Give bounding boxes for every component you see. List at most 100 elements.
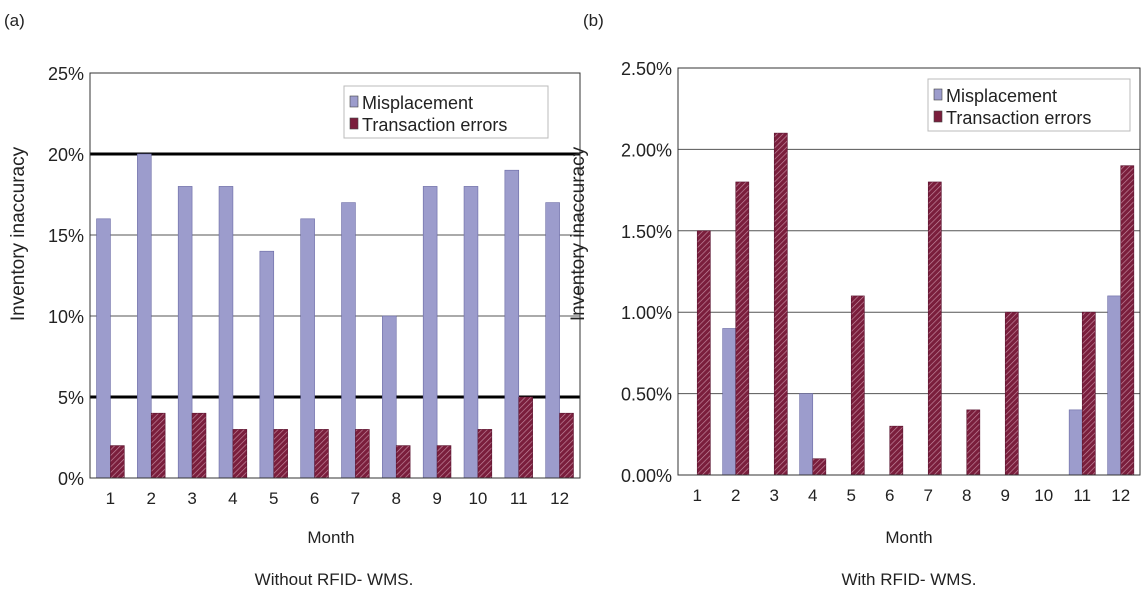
panel-label-b: (b) xyxy=(583,11,604,30)
x-tick-label: 5 xyxy=(847,486,856,505)
x-tick-label: 12 xyxy=(1111,486,1130,505)
x-tick-label: 8 xyxy=(392,489,401,508)
x-tick-label: 5 xyxy=(269,489,278,508)
bar-transaction-errors xyxy=(273,429,288,479)
x-axis-label-b: Month xyxy=(885,528,932,547)
chart-without-rfid: (a) Inventory inaccuracy 0%5%10%15%20%25… xyxy=(4,11,581,589)
bar-transaction-errors xyxy=(436,445,452,479)
bar-misplacement xyxy=(137,153,152,479)
bar-misplacement xyxy=(1107,295,1122,476)
x-tick-label: 7 xyxy=(924,486,933,505)
bar-transaction-errors xyxy=(966,409,981,476)
x-tick-label: 1 xyxy=(106,489,115,508)
y-tick-label: 0% xyxy=(58,469,84,489)
caption-a: Without RFID- WMS. xyxy=(255,570,414,589)
bar-transaction-errors xyxy=(518,396,533,479)
legend-label: Misplacement xyxy=(362,93,473,113)
panel-label-a: (a) xyxy=(4,11,25,30)
x-axis-label-a: Month xyxy=(307,528,354,547)
bar-transaction-errors xyxy=(1004,311,1019,476)
bar-transaction-errors xyxy=(395,445,411,479)
bar-transaction-errors xyxy=(314,429,329,479)
bar-transaction-errors xyxy=(696,230,711,476)
x-tick-label: 6 xyxy=(310,489,319,508)
legend-box xyxy=(927,78,1131,132)
bar-misplacement xyxy=(463,186,479,479)
legend-swatch-transaction-errors xyxy=(349,117,359,130)
x-tick-label: 3 xyxy=(187,489,196,508)
bar-transaction-errors xyxy=(850,295,865,476)
bar-transaction-errors xyxy=(927,181,942,476)
x-tick-label: 9 xyxy=(1001,486,1010,505)
y-tick-label: 0.00% xyxy=(621,466,672,486)
bar-transaction-errors xyxy=(191,412,207,479)
legend-swatch-misplacement xyxy=(933,88,943,101)
y-tick-label: 2.50% xyxy=(621,59,672,79)
x-tick-label: 9 xyxy=(432,489,441,508)
x-tick-label: 11 xyxy=(510,489,528,508)
bar-misplacement xyxy=(1068,409,1083,476)
legend-label: Transaction errors xyxy=(362,115,507,135)
x-tick-label: 2 xyxy=(731,486,740,505)
bar-misplacement xyxy=(722,328,737,476)
bar-transaction-errors xyxy=(773,132,788,476)
bar-misplacement xyxy=(177,186,193,479)
y-axis-label-a: Inventory inaccuracy xyxy=(8,146,29,321)
bars-a xyxy=(96,153,574,479)
bar-transaction-errors xyxy=(477,429,493,479)
bar-misplacement xyxy=(96,218,111,479)
x-tick-labels-b: 1 2 3 4 5 6 7 8 9 10 11 12 xyxy=(693,486,1131,505)
x-tick-label: 10 xyxy=(1034,486,1053,505)
x-tick-label: 4 xyxy=(808,486,817,505)
y-tick-label: 10% xyxy=(48,307,84,327)
x-tick-label: 4 xyxy=(228,489,237,508)
legend-box xyxy=(343,85,549,139)
bar-misplacement xyxy=(259,250,275,479)
x-tick-labels-a: 1 2 3 4 5 6 7 8 9 10 11 12 xyxy=(106,489,569,508)
x-tick-label: 11 xyxy=(1073,486,1091,505)
x-tick-label: 1 xyxy=(693,486,702,505)
y-tick-label: 0.50% xyxy=(621,385,672,405)
plot-frame xyxy=(677,67,1141,476)
bar-transaction-errors xyxy=(110,445,125,479)
y-tick-label: 2.00% xyxy=(621,140,672,160)
legend-label: Misplacement xyxy=(946,86,1057,106)
bar-transaction-errors xyxy=(355,429,370,479)
plot-frame xyxy=(89,72,581,479)
bar-transaction-errors xyxy=(232,429,248,479)
plot-frame-b xyxy=(677,67,1141,476)
x-tick-label: 10 xyxy=(468,489,487,508)
bar-transaction-errors xyxy=(559,412,574,479)
x-tick-label: 7 xyxy=(351,489,360,508)
bar-misplacement xyxy=(382,315,397,479)
x-tick-label: 3 xyxy=(770,486,779,505)
bar-misplacement xyxy=(504,169,520,479)
chart-with-rfid: (b) Inventory inaccuracy 0.00% 0.50% 1.00%… xyxy=(568,11,1141,589)
legend-swatch-transaction-errors xyxy=(933,110,943,123)
bar-misplacement xyxy=(422,186,438,479)
x-tick-label: 8 xyxy=(962,486,971,505)
bar-transaction-errors xyxy=(889,425,904,476)
bar-misplacement xyxy=(545,202,560,479)
x-tick-label: 12 xyxy=(550,489,569,508)
bar-transaction-errors xyxy=(812,458,827,476)
y-tick-labels-a: 0% 5% 10% 15% 20% 25% xyxy=(48,64,84,489)
bar-misplacement xyxy=(300,218,315,479)
x-tick-label: 2 xyxy=(147,489,156,508)
legend-swatch-misplacement xyxy=(349,95,359,108)
y-tick-label: 20% xyxy=(48,145,84,165)
bars-b xyxy=(696,132,1135,476)
bar-misplacement xyxy=(218,186,234,479)
y-tick-label: 1.50% xyxy=(621,222,672,242)
y-axis-label-b: Inventory inaccuracy xyxy=(568,146,589,321)
bar-transaction-errors xyxy=(735,181,750,476)
x-tick-label: 6 xyxy=(885,486,894,505)
y-tick-label: 15% xyxy=(48,226,84,246)
y-tick-label: 5% xyxy=(58,388,84,408)
bar-transaction-errors xyxy=(1081,311,1096,476)
bar-misplacement xyxy=(799,393,814,476)
y-tick-label: 25% xyxy=(48,64,84,84)
